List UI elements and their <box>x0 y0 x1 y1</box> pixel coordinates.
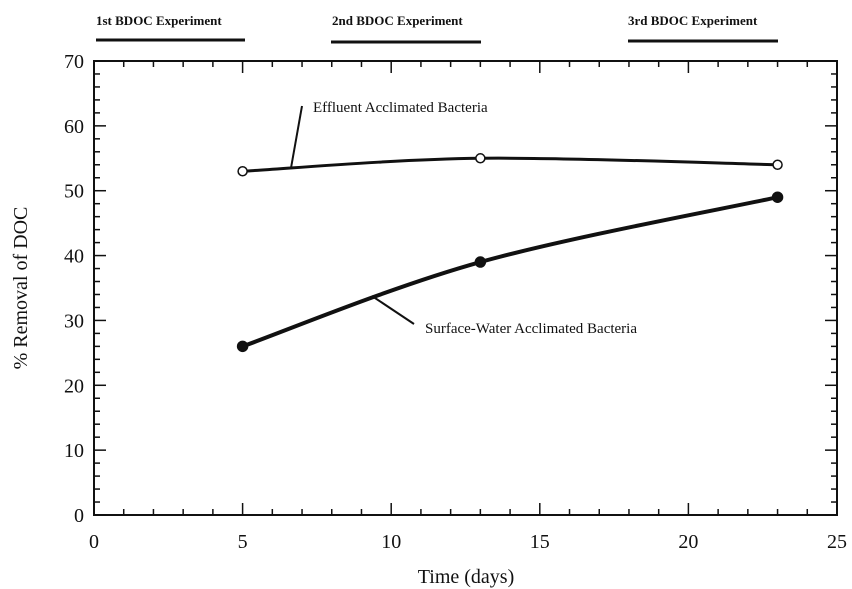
data-points <box>236 153 784 353</box>
data-point-surface-water <box>474 256 487 268</box>
tick-labels: 0 5 10 15 20 25 0 10 20 30 40 50 60 70 <box>64 51 847 553</box>
axis-ticks <box>93 60 838 516</box>
y-tick-label: 20 <box>64 375 84 397</box>
x-tick-label: 20 <box>678 531 698 553</box>
y-tick-label: 10 <box>64 440 84 462</box>
y-tick-label: 70 <box>64 51 84 73</box>
annotation-leader-effluent <box>290 105 303 169</box>
experiment-label-2: 2nd BDOC Experiment <box>332 13 463 28</box>
x-tick-label: 15 <box>530 531 550 553</box>
annotation-effluent: Effluent Acclimated Bacteria <box>313 100 488 116</box>
data-point-surface-water <box>236 340 249 353</box>
y-tick-label: 40 <box>64 246 84 268</box>
y-tick-label: 0 <box>74 505 84 527</box>
data-point-effluent <box>772 159 783 171</box>
data-point-effluent <box>475 153 486 164</box>
experiment-label-1: 1st BDOC Experiment <box>96 13 222 28</box>
y-axis-label: % Removal of DOC <box>10 207 32 370</box>
x-tick-label: 0 <box>89 531 99 553</box>
annotation-leader-surface <box>371 295 415 325</box>
experiment-label-3: 3rd BDOC Experiment <box>628 13 758 28</box>
data-point-effluent <box>237 166 248 177</box>
experiment-bars: 1st BDOC Experiment 2nd BDOC Experiment … <box>96 13 778 44</box>
y-tick-label: 60 <box>64 116 84 138</box>
x-tick-label: 5 <box>238 531 248 553</box>
series-line-effluent <box>242 156 778 173</box>
data-point-surface-water <box>771 191 784 203</box>
y-tick-label: 30 <box>64 310 84 332</box>
x-tick-label: 25 <box>827 531 847 553</box>
x-tick-label: 10 <box>381 531 401 553</box>
plot-frame <box>93 60 838 516</box>
x-axis-label: Time (days) <box>418 566 514 588</box>
y-tick-label: 50 <box>64 181 84 203</box>
annotation-surface-water: Surface-Water Acclimated Bacteria <box>425 321 637 337</box>
